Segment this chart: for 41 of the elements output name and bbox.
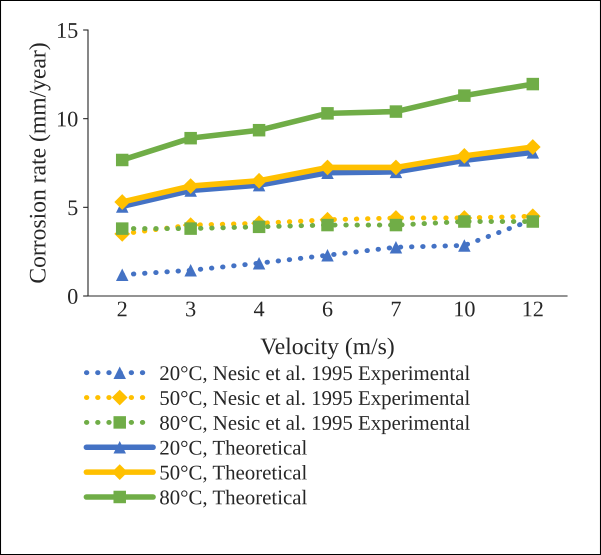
- x-tick-label: 10: [455, 302, 475, 316]
- point: [114, 194, 130, 210]
- point: [456, 148, 472, 164]
- y-tick-label: 15: [58, 23, 78, 38]
- point: [458, 89, 471, 102]
- legend-label: 20°C, Theoretical: [160, 440, 307, 458]
- point: [116, 222, 128, 235]
- x-tick-label: 3: [186, 302, 196, 316]
- legend-label: 50°C, Nesic et al. 1995 Experimental: [160, 390, 470, 410]
- point: [252, 256, 266, 270]
- point: [390, 218, 402, 232]
- point: [182, 178, 198, 194]
- point: [321, 107, 334, 120]
- x-axis-title: Velocity (m/s): [260, 338, 394, 360]
- point: [116, 268, 128, 281]
- legend-label: 80°C, Nesic et al. 1995 Experimental: [160, 415, 470, 434]
- point: [184, 264, 197, 277]
- point: [116, 154, 128, 166]
- point: [321, 248, 334, 262]
- point: [390, 240, 402, 254]
- y-axis-title: Corrosion rate (mm/year): [29, 43, 50, 283]
- point: [252, 220, 266, 234]
- point: [252, 124, 266, 136]
- point: [458, 239, 471, 252]
- y-tick-label: 0: [68, 288, 78, 304]
- point: [526, 78, 540, 90]
- point: [321, 218, 334, 232]
- point: [184, 132, 197, 144]
- x-tick-label: 4: [254, 302, 264, 316]
- x-tick-label: 12: [524, 302, 543, 316]
- x-tick-label: 2: [118, 302, 127, 316]
- x-tick-label: 7: [392, 302, 401, 316]
- point: [390, 105, 402, 118]
- legend-label: 20°C, Nesic et al. 1995 Experimental: [160, 366, 470, 384]
- y-tick-label: 5: [68, 200, 78, 216]
- y-tick-label: 10: [58, 112, 78, 127]
- point: [458, 215, 471, 228]
- legend-label: 50°C, Theoretical: [160, 464, 307, 483]
- x-tick-label: 6: [322, 302, 332, 316]
- point: [184, 222, 197, 235]
- legend-label: 80°C, Theoretical: [160, 490, 307, 508]
